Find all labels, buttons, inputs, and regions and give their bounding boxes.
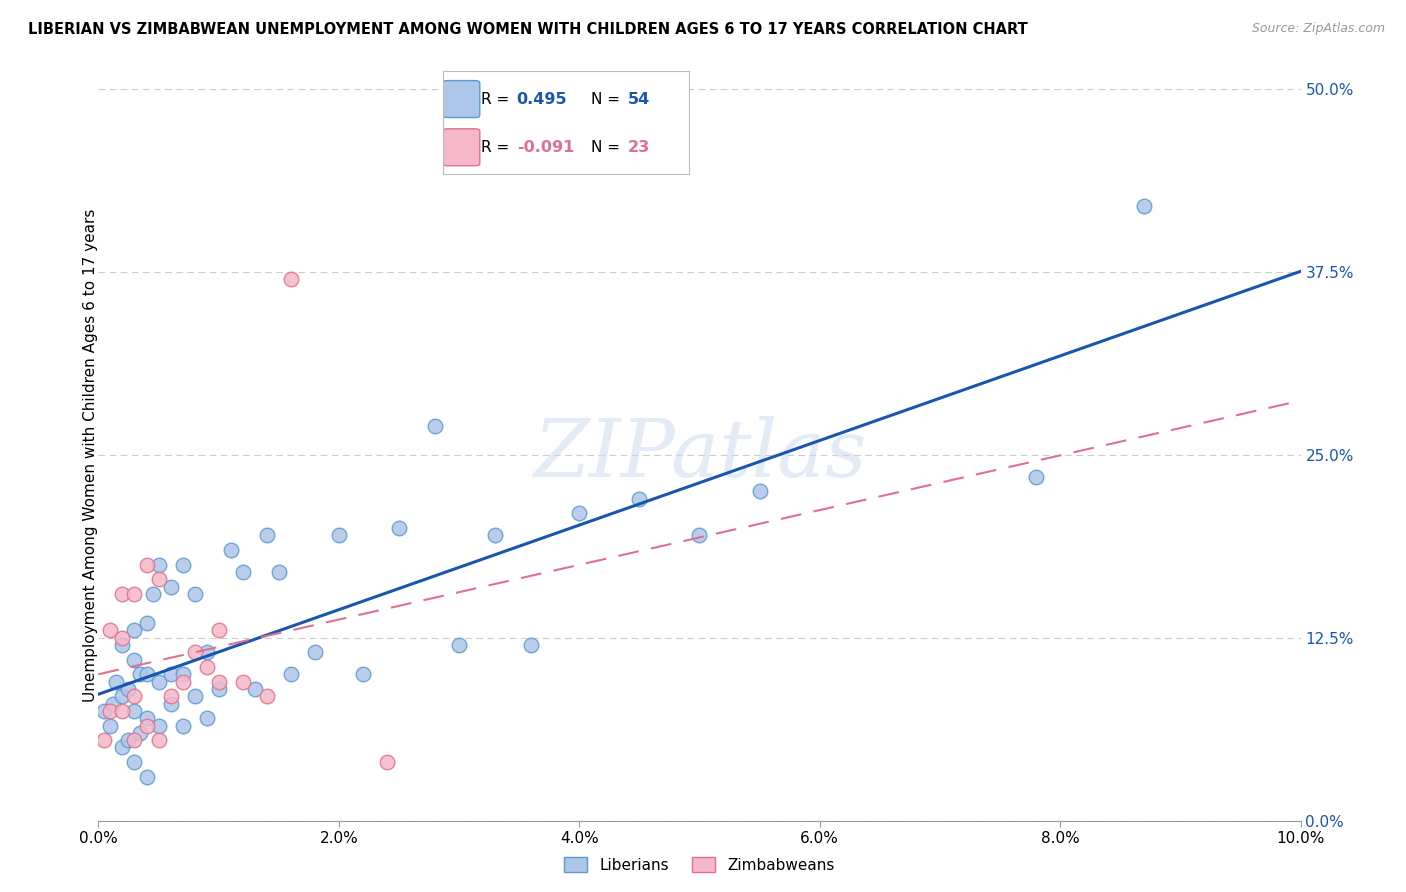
Text: R =: R = [481, 92, 509, 106]
Point [111, 690, 134, 704]
Point [280, 667, 302, 681]
Point [124, 755, 146, 769]
Point [101, 697, 124, 711]
Point [129, 667, 152, 681]
Point [328, 528, 350, 542]
Text: N =: N = [591, 92, 620, 106]
Point [159, 667, 181, 681]
Point [135, 711, 157, 725]
Point [148, 558, 170, 572]
Point [148, 718, 170, 732]
Point [183, 690, 205, 704]
Point [172, 718, 194, 732]
Point [117, 733, 139, 747]
Point [159, 690, 181, 704]
Point [375, 755, 398, 769]
Point [423, 418, 446, 433]
Point [124, 653, 146, 667]
Point [219, 543, 242, 558]
Point [135, 770, 157, 784]
Text: N =: N = [591, 140, 620, 155]
Point [304, 645, 326, 659]
Point [129, 726, 152, 740]
Point [93, 704, 115, 718]
Point [388, 521, 411, 535]
Text: 0.495: 0.495 [517, 92, 568, 106]
Point [105, 674, 128, 689]
Point [520, 638, 543, 652]
Point [159, 580, 181, 594]
Point [172, 667, 194, 681]
Point [195, 660, 218, 674]
Point [172, 674, 194, 689]
Point [100, 718, 122, 732]
Y-axis label: Unemployment Among Women with Children Ages 6 to 17 years: Unemployment Among Women with Children A… [83, 208, 97, 702]
Point [124, 587, 146, 601]
Point [195, 711, 218, 725]
Point [1025, 470, 1047, 484]
Point [117, 681, 139, 696]
Point [568, 507, 591, 521]
Point [141, 587, 163, 601]
Point [267, 565, 290, 579]
Point [232, 674, 254, 689]
Point [159, 697, 181, 711]
Point [111, 704, 134, 718]
Point [135, 667, 157, 681]
Point [148, 572, 170, 586]
Point [628, 491, 651, 506]
FancyBboxPatch shape [443, 128, 479, 166]
Point [689, 528, 711, 542]
Text: ZIPatlas: ZIPatlas [533, 417, 866, 493]
Point [280, 272, 302, 286]
Point [484, 528, 506, 542]
Text: R =: R = [481, 140, 509, 155]
Legend: Liberians, Zimbabweans: Liberians, Zimbabweans [558, 851, 841, 879]
Point [135, 616, 157, 631]
Text: LIBERIAN VS ZIMBABWEAN UNEMPLOYMENT AMONG WOMEN WITH CHILDREN AGES 6 TO 17 YEARS: LIBERIAN VS ZIMBABWEAN UNEMPLOYMENT AMON… [28, 22, 1028, 37]
Text: Source: ZipAtlas.com: Source: ZipAtlas.com [1251, 22, 1385, 36]
Point [1133, 199, 1156, 213]
Point [111, 638, 134, 652]
Point [232, 565, 254, 579]
Point [183, 645, 205, 659]
Point [183, 587, 205, 601]
Point [208, 624, 231, 638]
Point [208, 674, 231, 689]
Point [195, 645, 218, 659]
Point [256, 528, 278, 542]
Point [100, 704, 122, 718]
Point [111, 631, 134, 645]
Point [111, 587, 134, 601]
Point [243, 681, 266, 696]
Point [124, 690, 146, 704]
Point [93, 733, 115, 747]
Point [256, 690, 278, 704]
Point [135, 558, 157, 572]
Point [148, 733, 170, 747]
Point [148, 674, 170, 689]
Point [111, 740, 134, 755]
Point [748, 484, 770, 499]
Point [124, 624, 146, 638]
Text: 54: 54 [627, 92, 650, 106]
Point [135, 718, 157, 732]
Point [352, 667, 374, 681]
Point [172, 558, 194, 572]
Point [208, 681, 231, 696]
Point [124, 733, 146, 747]
Point [100, 624, 122, 638]
Point [124, 704, 146, 718]
Text: -0.091: -0.091 [517, 140, 574, 155]
Text: 23: 23 [627, 140, 650, 155]
FancyBboxPatch shape [443, 80, 479, 118]
Point [447, 638, 470, 652]
